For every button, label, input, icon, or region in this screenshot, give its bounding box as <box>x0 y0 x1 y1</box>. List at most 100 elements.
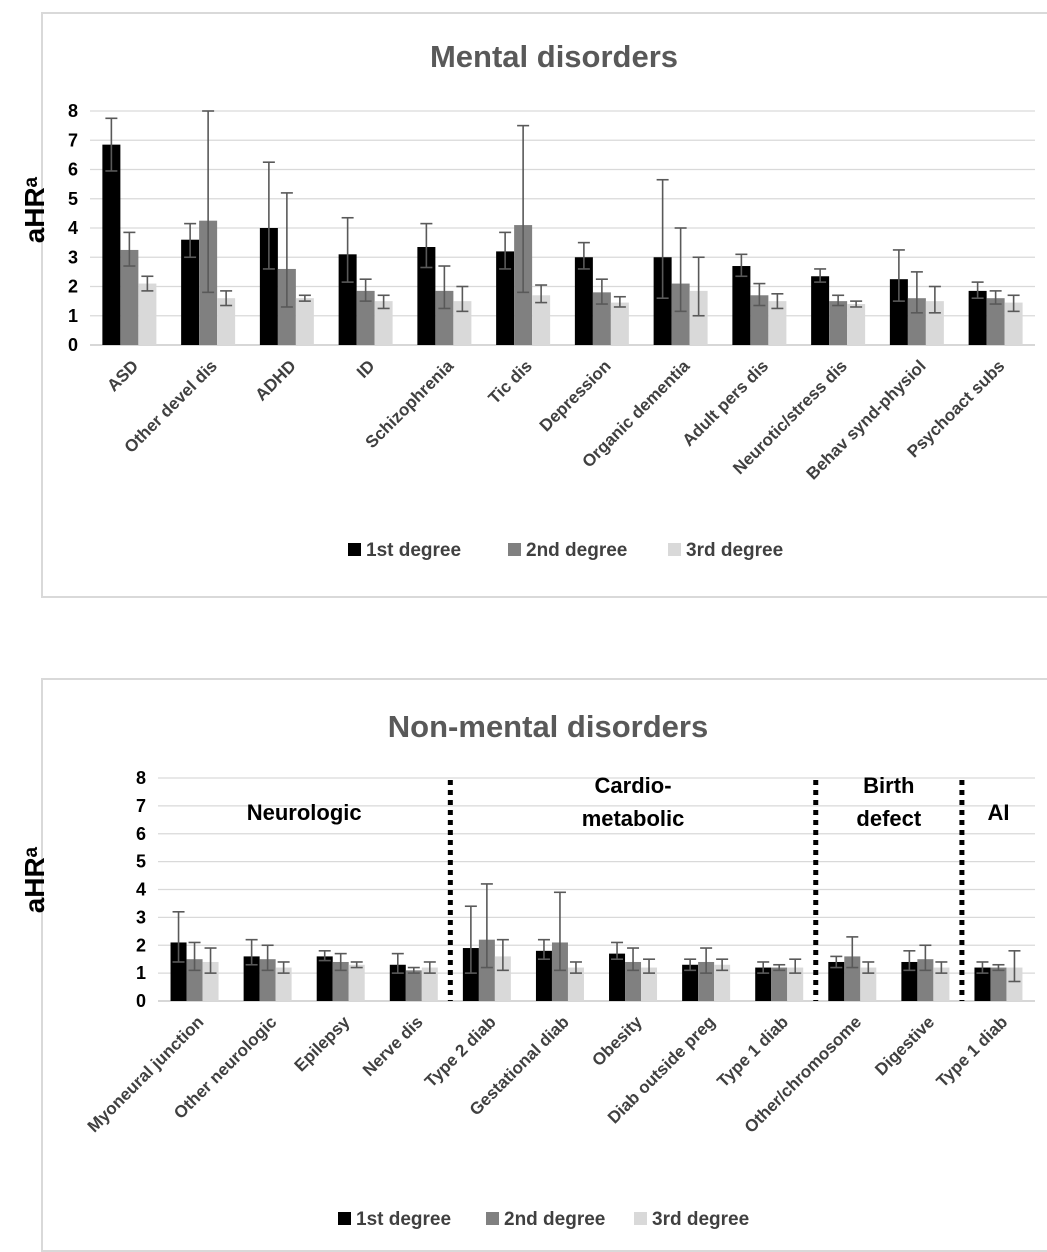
legend-label: 1st degree <box>356 1209 451 1230</box>
bar <box>535 950 552 1001</box>
bar <box>494 956 511 1001</box>
bar <box>138 283 157 345</box>
bar <box>682 964 699 1001</box>
y-tick-label: 1 <box>136 963 146 983</box>
bar <box>496 251 515 345</box>
y-tick-label: 8 <box>68 101 78 121</box>
bar <box>374 301 393 345</box>
legend-label: 3rd degree <box>686 540 783 561</box>
bar <box>405 970 422 1001</box>
y-tick-label: 3 <box>68 247 78 267</box>
legend-swatch <box>348 543 361 556</box>
bar <box>217 298 236 345</box>
bar <box>641 967 658 1001</box>
bar <box>787 967 804 1001</box>
bar <box>732 266 751 345</box>
bar <box>1004 302 1023 345</box>
bar <box>610 302 629 345</box>
section-label: metabolic <box>582 806 685 831</box>
y-tick-label: 2 <box>68 277 78 297</box>
section-label: Neurologic <box>247 800 362 825</box>
bar <box>275 967 292 1001</box>
legend-label: 2nd degree <box>526 540 627 561</box>
bar <box>338 254 357 345</box>
y-tick-label: 4 <box>68 218 78 238</box>
bar <box>332 961 349 1001</box>
bar <box>348 964 365 1001</box>
bar <box>990 967 1007 1001</box>
y-tick-label: 6 <box>68 160 78 180</box>
legend-label: 1st degree <box>366 540 461 561</box>
bar <box>653 257 672 345</box>
bar <box>811 276 830 345</box>
y-axis-title: aHRᵃ <box>19 846 50 913</box>
y-axis-title: aHRᵃ <box>19 176 50 243</box>
bar <box>478 939 495 1001</box>
y-tick-label: 5 <box>68 189 78 209</box>
chart-title: Non-mental disorders <box>388 709 708 744</box>
y-tick-label: 7 <box>68 130 78 150</box>
legend-swatch <box>634 1212 647 1225</box>
legend-swatch <box>668 543 681 556</box>
bar <box>860 967 877 1001</box>
bar <box>567 967 584 1001</box>
legend-swatch <box>486 1212 499 1225</box>
bar <box>551 942 568 1001</box>
y-tick-label: 3 <box>136 907 146 927</box>
chart-title: Mental disorders <box>430 39 678 74</box>
category-label: Nerve dis <box>359 1012 427 1080</box>
y-tick-label: 1 <box>68 306 78 326</box>
bar <box>768 301 787 345</box>
bar <box>671 283 690 345</box>
legend-label: 2nd degree <box>504 1209 605 1230</box>
bar <box>907 298 926 345</box>
bar <box>417 247 436 345</box>
bar <box>968 290 987 345</box>
section-label: defect <box>856 806 921 831</box>
bar <box>574 257 593 345</box>
y-tick-label: 0 <box>136 991 146 1011</box>
section-label: Birth <box>863 773 914 798</box>
section-label: AI <box>987 800 1009 825</box>
bar <box>714 964 731 1001</box>
y-tick-label: 5 <box>136 852 146 872</box>
category-label: Type 1 diab <box>713 1012 792 1091</box>
bar <box>532 295 551 345</box>
category-label: Digestive <box>871 1012 938 1079</box>
bar <box>828 961 845 1001</box>
bar <box>755 967 772 1001</box>
bar <box>847 304 866 345</box>
legend-label: 3rd degree <box>652 1209 749 1230</box>
category-label: Epilepsy <box>291 1012 354 1075</box>
category-label: Obesity <box>588 1012 646 1070</box>
bar <box>625 961 642 1001</box>
bar <box>356 290 375 345</box>
y-tick-label: 7 <box>136 796 146 816</box>
legend-swatch <box>338 1212 351 1225</box>
bar <box>202 961 219 1001</box>
y-tick-label: 8 <box>136 768 146 788</box>
bar <box>243 956 260 1001</box>
bar <box>609 953 626 1001</box>
bar <box>435 290 454 345</box>
bar <box>889 279 908 345</box>
bar <box>102 144 121 345</box>
y-tick-label: 6 <box>136 824 146 844</box>
bar <box>316 956 333 1001</box>
category-label: Type 1 diab <box>933 1012 1012 1091</box>
legend-swatch <box>508 543 521 556</box>
bar <box>829 301 848 345</box>
bar <box>771 967 788 1001</box>
bar <box>1006 967 1023 1001</box>
bar <box>592 292 611 345</box>
category-label: Myoneural junction <box>84 1012 208 1136</box>
bar <box>750 295 769 345</box>
bar <box>170 942 187 1001</box>
y-tick-label: 4 <box>136 880 146 900</box>
bar <box>974 967 991 1001</box>
bar <box>295 298 314 345</box>
bar <box>933 967 950 1001</box>
y-tick-label: 2 <box>136 935 146 955</box>
